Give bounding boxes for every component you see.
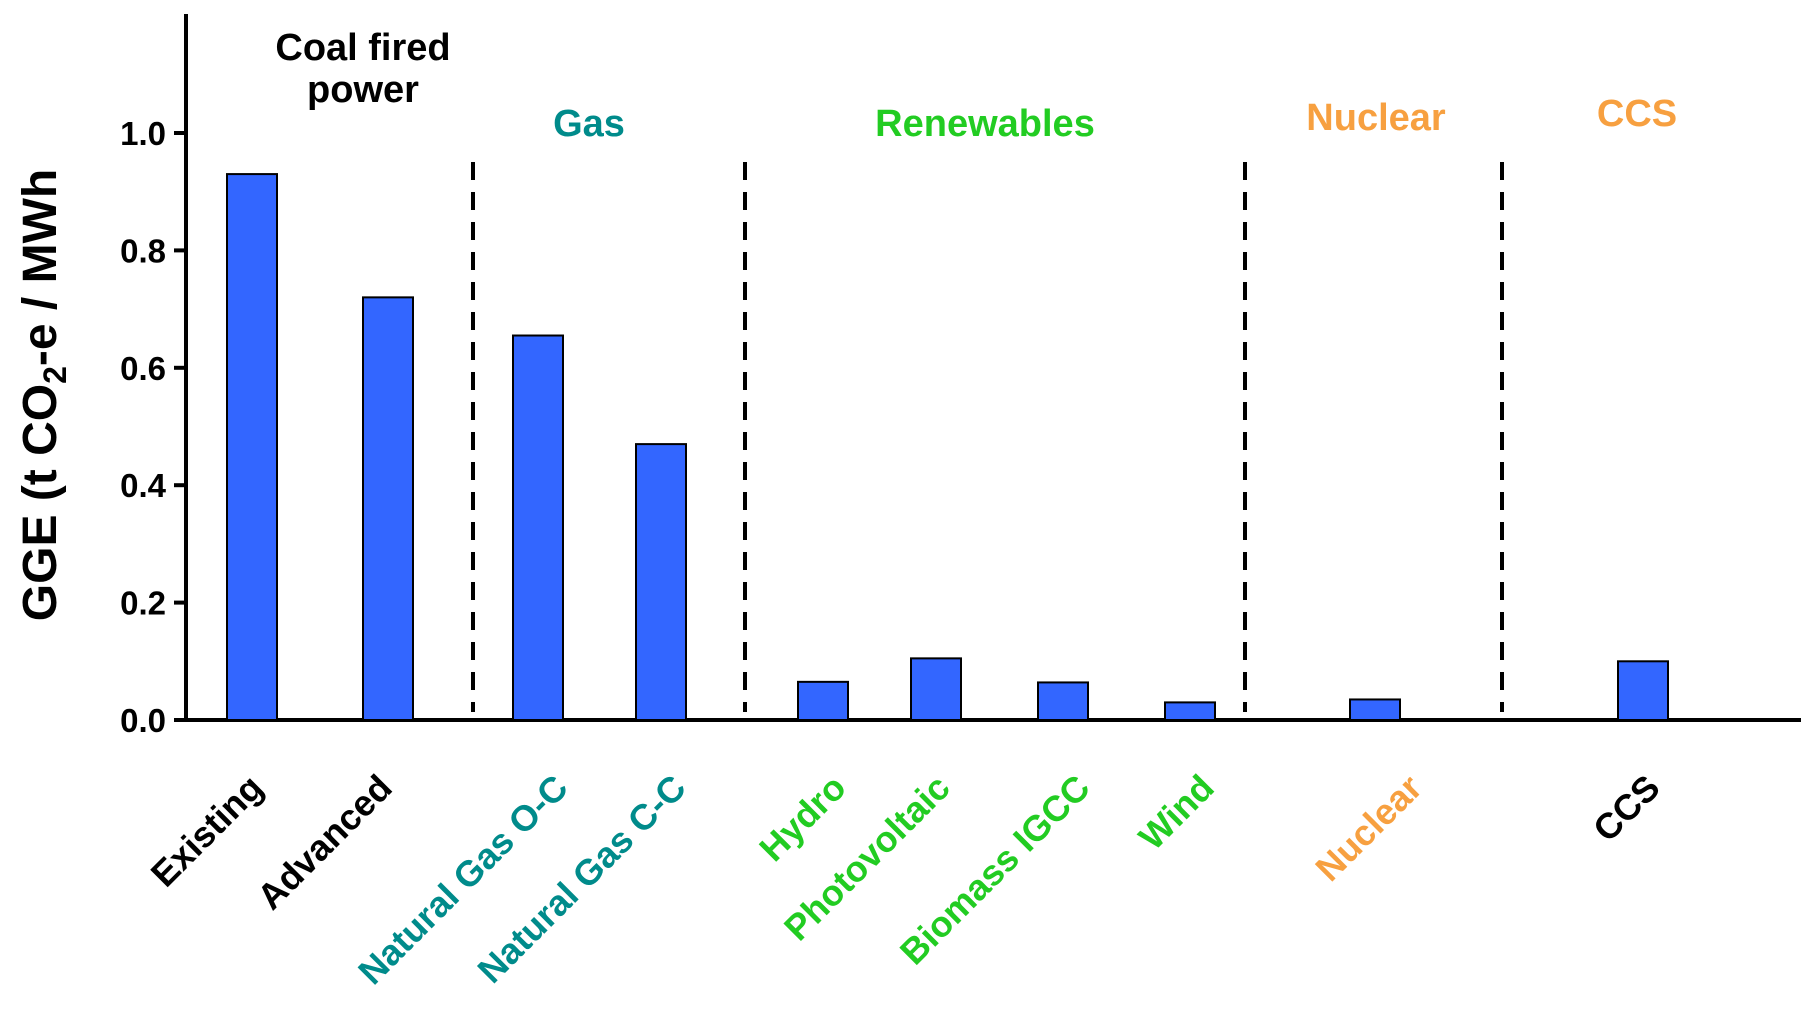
bar [1349,698,1401,722]
y-tick-label: 0.0 [120,702,166,739]
category-label: CCS [1585,767,1668,850]
group-label: Coal fired power [275,27,450,111]
category-label: Advanced [249,767,400,918]
bar [1037,681,1089,722]
y-axis-label: GGE (t CO2-e / MWh [14,169,73,621]
group-label: CCS [1597,93,1677,135]
y-ticks: 1.0 0.8 0.6 0.4 0.2 0.0 [120,115,186,739]
y-tick-label: 0.2 [120,585,166,622]
bar [226,173,278,721]
category-label: Nuclear [1307,767,1429,889]
y-tick-label: 0.8 [120,232,166,269]
bar [1164,701,1216,722]
bar [797,680,849,721]
y-tick-label: 1.0 [120,115,166,152]
bar [1617,660,1669,721]
category-label: Existing [143,767,271,895]
bar [362,296,414,721]
group-label: Gas [553,103,625,145]
bar [910,657,962,721]
category-label: Wind [1131,767,1222,858]
category-label: Hydro [751,767,854,870]
bar [635,443,687,721]
category-label: Natural Gas C-C [469,767,693,991]
group-separators [471,162,1504,712]
bars [226,173,1669,722]
group-labels: Coal fired power Gas Renewables Nuclear CCS [275,27,1677,145]
y-tick-label: 0.6 [120,350,166,387]
bar [512,334,564,721]
group-label: Nuclear [1306,97,1446,139]
y-tick-label: 0.4 [120,467,167,504]
group-label: Renewables [875,103,1095,145]
